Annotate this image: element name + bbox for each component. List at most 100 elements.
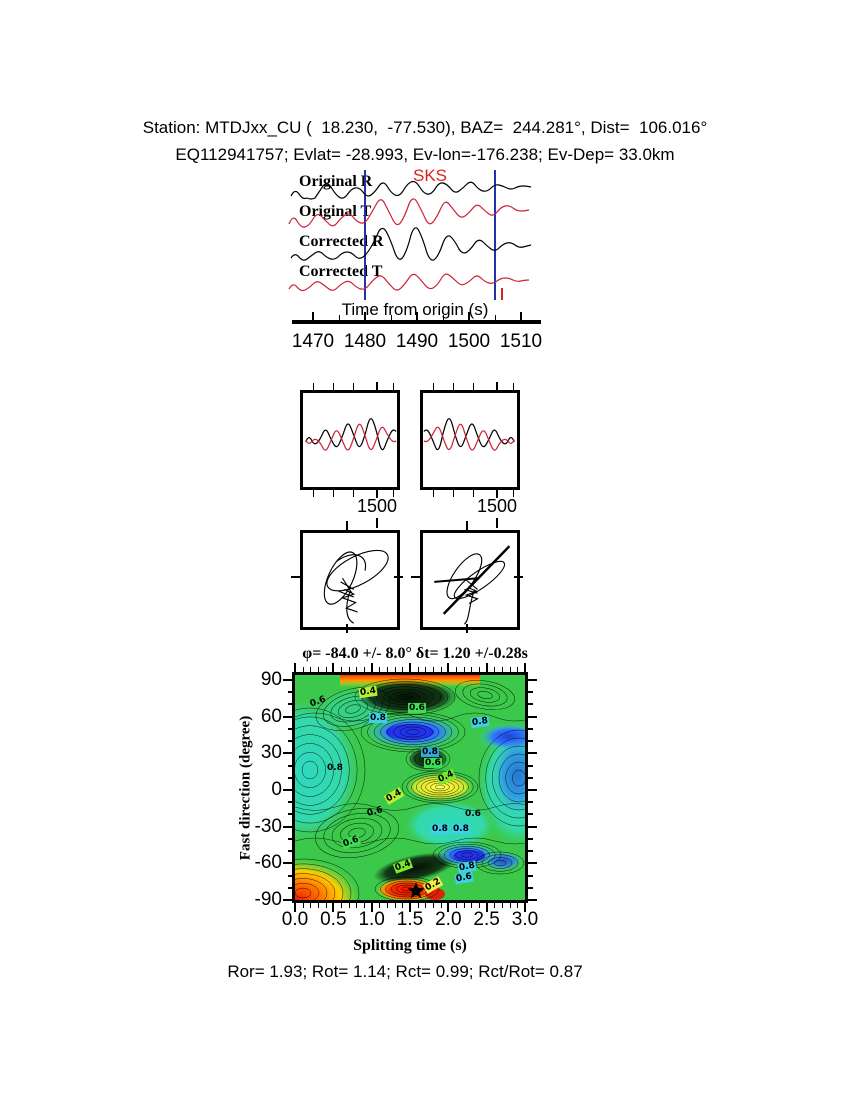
contour-level-label: 0.4 [383,787,405,805]
contour-ytick-label: -90 [254,889,282,911]
contour-level-label: 0.4 [435,768,457,786]
contour-level-label: 0.6 [424,758,442,768]
contour-level-label: 0.2 [422,876,444,894]
contour-ytick-label: -60 [254,852,282,874]
contour-ytick-label: 30 [260,742,282,764]
contour-ytick-minor [528,776,533,779]
particle-box-top-tick [346,521,348,530]
contour-ytick-major [528,715,537,718]
contour-ytick-major [283,899,292,902]
contour-xtick-minor [379,667,381,672]
contour-ytick-major [283,752,292,755]
contour-ytick-minor [288,886,293,889]
compare-box-minor-tick [473,383,474,390]
contour-xtick-minor [501,903,503,908]
contour-xtick-major [447,663,450,672]
contour-xtick-minor [455,903,457,908]
contour-xtick-minor [386,667,388,672]
contour-xtick-minor [317,667,319,672]
contour-xtick-major [332,663,335,672]
contour-xtick-label: 1.0 [358,909,385,930]
contour-xtick-label: 0.0 [281,909,309,930]
contour-xtick-minor [325,903,327,908]
contour-xtick-minor [363,903,365,908]
contour-xtick-minor [463,667,465,672]
contour-level-label: 0.4 [358,685,378,699]
contour-xtick-minor [440,667,442,672]
contour-xtick-minor [310,667,312,672]
contour-xtick-major [332,903,335,912]
compare-box-minor-tick [393,490,394,497]
contour-xtick-minor [432,903,434,908]
contour-xtick-major [447,903,450,912]
time-axis-minor-tick [495,315,496,320]
contour-xtick-minor [425,667,427,672]
contour-xtick-minor [425,903,427,908]
particle-box-top-tick [466,521,468,530]
contour-ytick-minor [528,703,533,706]
waveform-compare-left [300,390,400,490]
trace-label-original-t: Original T [299,203,372,220]
compare-box-minor-tick [333,490,334,497]
contour-ytick-minor [288,813,293,816]
compare-box-major-tick [376,382,378,390]
contour-xtick-major [523,903,526,912]
contour-level-label: 0.8 [452,824,470,834]
contour-xtick-minor [517,903,519,908]
contour-xtick-minor [501,667,503,672]
phase-label: SKS [413,166,448,185]
contour-level-label: 0.6 [340,834,362,850]
contour-ytick-minor [288,691,293,694]
contour-xtick-label: 0.5 [320,909,347,930]
contour-ytick-label: 60 [260,705,282,727]
waveform-compare-right [420,390,520,490]
station-info-line: Station: MTDJxx_CU ( 18.230, -77.530), B… [142,118,708,137]
contour-level-label: 0.8 [431,824,449,834]
compare-box-minor-tick [433,383,434,390]
contour-ytick-minor [288,727,293,730]
compare-box-minor-tick [513,490,514,497]
contour-xtick-minor [340,903,342,908]
contour-ytick-minor [528,801,533,804]
time-axis-tick-label: 1470 [291,331,335,352]
contour-ytick-major [283,825,292,828]
compare-box-major-tick [376,490,378,498]
contour-xtick-minor [471,667,473,672]
contour-xtick-minor [402,903,404,908]
time-axis-minor-tick [339,315,340,320]
trace-original-t [288,198,530,228]
trace-original-r [290,180,532,200]
time-axis-major-tick [312,312,314,320]
particle-box-right-tick [394,576,403,578]
particle-box-left-tick [411,576,420,578]
contour-ytick-major [528,752,537,755]
contour-xtick-label: 3.0 [511,909,539,930]
trace-corrected-t [288,273,530,292]
contour-ytick-minor [528,874,533,877]
time-axis-tick-label: 1500 [447,331,491,352]
particle-motion-corrected-curve [434,545,511,625]
compare-box-minor-tick [313,383,314,390]
contour-level-label: 0.6 [365,805,384,819]
trace-corrected-r [290,227,532,261]
time-axis-title: Time from origin (s) [341,300,489,319]
waveform-compare-right-traces [423,418,515,451]
time-axis-minor-tick [443,315,444,320]
contour-xtick-major [370,663,373,672]
contour-xtick-major [370,903,373,912]
contour-xtick-minor [394,903,396,908]
contour-ytick-minor [528,837,533,840]
trace-label-corrected-r: Corrected R [299,233,384,250]
contour-xtick-minor [317,903,319,908]
contour-xtick-minor [379,903,381,908]
compare-box-minor-tick [433,490,434,497]
contour-ytick-minor [528,691,533,694]
contour-ytick-minor [288,801,293,804]
best-fit-star [407,882,425,899]
time-axis-major-tick [468,312,470,320]
contour-ytick-minor [528,764,533,767]
contour-ytick-minor [528,813,533,816]
contour-xtick-minor [509,667,511,672]
contour-ytick-major [283,789,292,791]
